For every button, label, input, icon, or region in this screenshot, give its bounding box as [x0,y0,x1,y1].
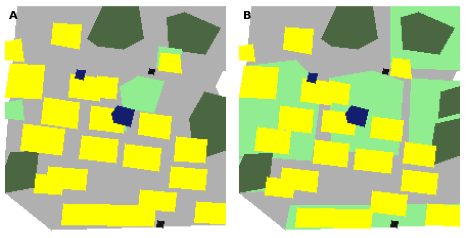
Text: B: B [243,11,252,21]
Text: A: A [9,11,18,21]
